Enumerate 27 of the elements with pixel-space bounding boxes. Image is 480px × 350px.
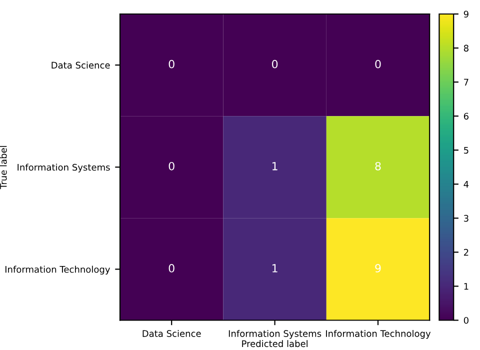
color-bar-label: 1: [464, 283, 468, 290]
x-tick-label: Information Technology: [326, 330, 431, 339]
color-bar-label: 7: [464, 78, 468, 86]
color-bar-label: 5: [464, 146, 468, 154]
color-bar-label: 8: [464, 44, 468, 52]
y-tick-label: Data Science: [52, 62, 110, 69]
x-axis-title: Predicted label: [242, 340, 308, 348]
data-label: 0: [168, 162, 174, 170]
color-bar-label: 4: [464, 180, 469, 188]
data-label: 9: [375, 264, 381, 272]
color-bar-label: 2: [464, 248, 468, 256]
color-bar-label: 9: [464, 10, 468, 18]
color-bar-label: 3: [464, 214, 468, 222]
data-label: 0: [375, 60, 381, 68]
color-bar-label: 0: [464, 316, 468, 324]
x-tick-label: Data Science: [142, 330, 201, 337]
x-tick-label: Information Systems: [228, 330, 322, 339]
data-label: 8: [375, 162, 381, 170]
y-tick-label: Information Technology: [5, 266, 110, 275]
y-tick-label: Information Systems: [18, 164, 110, 172]
data-label: 1: [272, 264, 278, 272]
data-label: 0: [272, 60, 278, 68]
y-axis-title: True label: [0, 146, 7, 190]
data-label: 0: [168, 264, 174, 272]
data-label: 0: [168, 60, 174, 68]
data-label: 1: [272, 162, 278, 170]
color-bar-label: 6: [464, 112, 468, 120]
